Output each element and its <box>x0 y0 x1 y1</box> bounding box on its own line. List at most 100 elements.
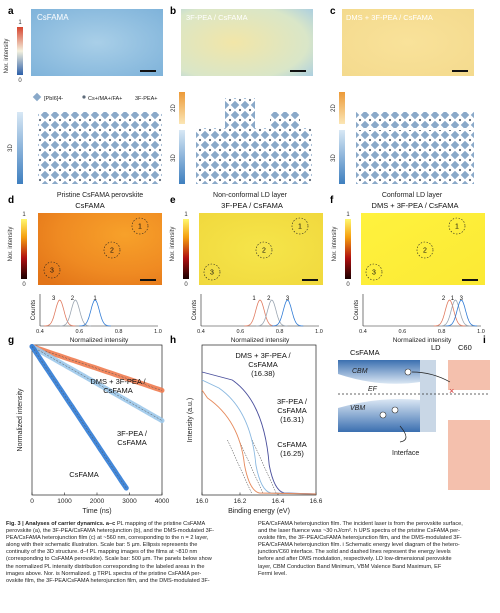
map-title: CsFAMA <box>75 201 105 210</box>
3d-gradient-bar <box>17 112 23 184</box>
hist-y-label: Counts <box>30 299 37 320</box>
colorbar-min: 0 <box>18 78 22 84</box>
pl-map <box>199 213 323 285</box>
panel-e: e 3F-PEA / CsFAMA Nor. intensity 1 0 <box>170 195 323 288</box>
region-number: 1 <box>298 224 302 231</box>
panel-f: f DMS + 3F-PEA / CsFAMA Nor. intensity 1… <box>330 195 485 288</box>
ups-curve <box>201 371 317 495</box>
cation-icon <box>82 95 86 99</box>
cbm-label: CBM <box>352 368 368 375</box>
colorbar <box>183 219 189 279</box>
c60-band-top <box>448 360 490 390</box>
x-tick-label: 4000 <box>155 498 170 505</box>
region-circle <box>365 263 383 281</box>
region-circle <box>103 241 121 259</box>
3d-gradient-bar <box>179 130 185 184</box>
colorbar <box>345 219 351 279</box>
pl-map <box>181 9 313 76</box>
series-label: (16.25) <box>280 449 304 458</box>
peak-label: 2 <box>71 296 75 302</box>
caption-line: perovskite (a), the 3F-PEA/CsFAMA hetero… <box>6 528 214 535</box>
region-number: 1 <box>138 224 142 231</box>
caption-line: PEA/CsFAMA heterojunction film. The inci… <box>258 521 463 527</box>
legend-item: [PbI6]4- <box>44 96 63 102</box>
ld-island <box>225 98 255 128</box>
hist-curve <box>271 299 304 327</box>
hist-tick-label: 1.0 <box>315 329 323 335</box>
hist-tick-label: 0.6 <box>399 329 407 335</box>
trpl-fit-line <box>31 346 163 421</box>
caption-line: before and after DMS modulation, respect… <box>258 556 452 563</box>
series-label: DMS + 3F-PEA / <box>235 351 291 360</box>
axis-2d-label: 2D <box>171 103 177 111</box>
hole-icon <box>379 411 387 419</box>
colorbar-max: 1 <box>22 212 26 218</box>
fermi-label: EF <box>368 386 378 393</box>
caption-line: ovskite film, the 3F-PEA/CsFAMA heteroju… <box>258 535 462 542</box>
axis-3d-label: 3D <box>171 153 177 161</box>
vbm-band <box>338 399 420 432</box>
ld-island <box>270 112 300 128</box>
scale-bar <box>462 279 478 281</box>
3d-gradient-bar <box>339 130 345 184</box>
pl-map <box>38 213 162 285</box>
peak-label: 2 <box>442 296 446 302</box>
region-circle <box>416 241 434 259</box>
scale-bar <box>140 279 156 281</box>
hist-tick-label: 0.6 <box>237 329 245 335</box>
series-label: CsFAMA <box>277 406 307 415</box>
region-circle <box>448 217 466 235</box>
pl-map <box>342 9 474 76</box>
scale-bar <box>140 70 156 72</box>
peak-label: 1 <box>93 296 97 302</box>
colorbar-max: 1 <box>184 212 188 218</box>
x-tick-label: 3000 <box>122 498 137 505</box>
peak-label: 3 <box>52 296 56 302</box>
hist-curve <box>256 299 288 327</box>
peak-label: 1 <box>252 296 256 302</box>
hist-tick-label: 0.6 <box>76 329 84 335</box>
octahedron-icon <box>32 92 42 102</box>
hist-x-label: Normalized intensity <box>70 337 129 344</box>
interface-arrow <box>399 425 407 443</box>
3d-lattice <box>38 112 162 184</box>
vbm-label: VBM <box>350 405 365 412</box>
scale-bar <box>452 70 468 72</box>
hist-curve <box>445 299 478 327</box>
region-circle <box>43 261 61 279</box>
hist-curve <box>43 299 76 327</box>
peak-label: 2 <box>267 296 271 302</box>
hist-tick-label: 0.8 <box>115 329 123 335</box>
region-number: 3 <box>50 268 54 275</box>
3d-lattice <box>356 130 474 184</box>
region-circle <box>291 217 309 235</box>
schematic-caption: Non-conformal LD layer <box>213 192 288 199</box>
electron-transfer-arrow <box>411 371 451 383</box>
hist-tick-label: 1.0 <box>477 329 485 335</box>
panel-c: c DMS + 3F-PEA / CsFAMA 2D 3D Conformal … <box>330 6 474 199</box>
series-label: (16.38) <box>251 369 275 378</box>
caption-line: ovskite film, the 3F-PEA/CsFAMA heteroju… <box>6 577 210 584</box>
panel-letter: d <box>8 195 14 206</box>
colorbar-min: 0 <box>22 282 26 288</box>
hist-curve <box>79 299 111 327</box>
caption-line: PL mapping of the pristine CsFAMA <box>116 521 206 527</box>
region-number: 1 <box>455 224 459 231</box>
trpl-fit-line <box>31 346 163 391</box>
hist-tick-label: 0.4 <box>197 329 205 335</box>
c60-label: C60 <box>458 343 472 352</box>
hist-tick-label: 0.4 <box>36 329 44 335</box>
series-label: CsFAMA <box>103 386 133 395</box>
panel-b: b 3F-PEA / CsFAMA 2D 3D Non-conformal LD… <box>170 6 313 199</box>
ld-layer <box>356 112 474 128</box>
region-number: 2 <box>262 248 266 255</box>
caption-line: the normalized PL intensity distribution… <box>6 563 205 570</box>
peak-label: 1 <box>451 296 455 302</box>
colorbar-axis-label: Nor. intensity <box>8 227 14 262</box>
panel-a: a Nor. intensity 1 0 CsFAMA [PbI6]4- Cs+… <box>4 6 163 199</box>
cutoff-tangent <box>227 439 252 494</box>
x-axis-label: Time (ns) <box>82 508 111 515</box>
legend-item: 3F-PEA+ <box>135 96 157 102</box>
axis-3d-label: 3D <box>331 153 337 161</box>
